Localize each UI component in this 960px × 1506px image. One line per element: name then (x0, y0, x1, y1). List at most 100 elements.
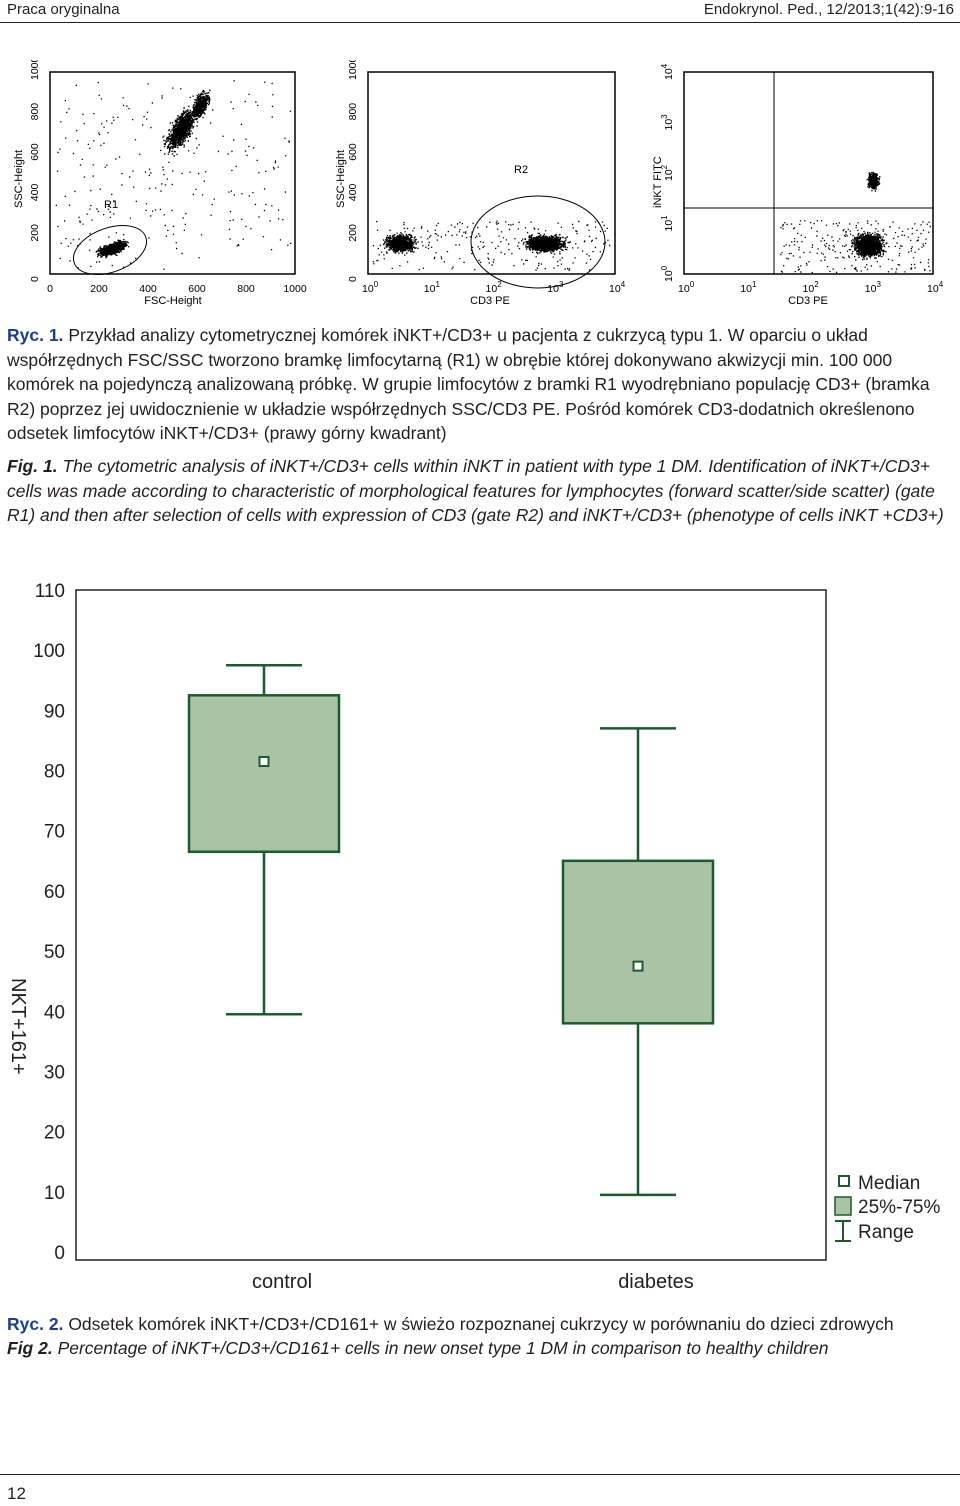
y-axis-ticks: 0 10 20 30 40 50 60 70 80 90 100 110 (33, 581, 65, 1264)
caption-2-label-pl: Ryc. 2. (7, 1314, 64, 1334)
panel2-x-label: CD3 PE (470, 295, 510, 307)
y-tick-label: 40 (44, 1002, 65, 1023)
cyto-tick-label: 600 (347, 143, 359, 161)
iqr-box-diabetes (561, 859, 715, 1025)
y-tick-label: 0 (54, 1243, 65, 1264)
cyto-tick-label: 200 (90, 283, 108, 295)
cyto-log-tick-label: 104 (660, 63, 675, 80)
median-marker-diabetes (632, 960, 644, 972)
box-diabetes (561, 727, 715, 1197)
figure-1-caption-pl: Ryc. 1. Przykład analizy cytometrycznej … (7, 323, 955, 446)
legend-median-label: Median (858, 1173, 920, 1194)
cyto-tick-label: 0 (347, 276, 359, 282)
y-tick-label: 30 (44, 1062, 65, 1083)
y-tick-label: 90 (44, 701, 65, 722)
panel3-dot-cloud (780, 171, 931, 274)
cytometry-panel-cd3-inkt: iNKT FITC CD3 PE 100 101 102 103 104 100 101 1… (652, 63, 944, 307)
cyto-log-tick-label: 100 (678, 280, 695, 295)
gate-r1-label: R1 (104, 199, 118, 211)
y-tick-label: 70 (44, 822, 65, 843)
y-tick-label: 110 (35, 581, 65, 602)
gate-r1-ellipse (73, 225, 147, 275)
y-tick-label: 80 (44, 762, 65, 783)
cyto-log-tick-label: 101 (740, 280, 757, 295)
cyto-tick-label: 200 (347, 224, 359, 242)
y-tick-label: 10 (44, 1183, 65, 1204)
panel1-x-label: FSC-Height (144, 295, 201, 307)
cyto-log-tick-label: 103 (660, 114, 675, 131)
cyto-tick-label: 1000 (29, 60, 41, 80)
y-tick-label: 50 (44, 942, 65, 963)
caption-1-label-pl: Ryc. 1. (7, 325, 64, 345)
cyto-tick-label: 400 (139, 283, 157, 295)
y-tick-label: 100 (33, 641, 65, 662)
x-tick-label-diabetes: diabetes (618, 1271, 694, 1293)
panel2-frame (367, 71, 616, 275)
legend-range-icon (835, 1220, 851, 1242)
cytometry-panel-ssc-cd3: R2 SSC-Height CD3 PE 0 200 400 600 800 1000 1… (335, 56, 626, 307)
cyto-tick-label: 600 (29, 143, 41, 161)
figure-2-caption-en: Fig 2. Percentage of iNKT+/CD3+/CD161+ c… (7, 1336, 955, 1361)
cyto-log-tick-label: 103 (547, 280, 564, 295)
x-axis-ticks: control diabetes (252, 1271, 694, 1293)
panel1-frame (49, 71, 296, 275)
journal-citation: Endokrynol. Ped., 12/2013;1(42):9-16 (703, 1, 954, 18)
cytometry-panel-fsc-ssc: R1 SSC-Height FSC-Height 0 200 400 600 800 10… (13, 56, 307, 307)
cyto-tick-label: 800 (237, 283, 255, 295)
caption-2-text-en: Percentage of iNKT+/CD3+/CD161+ cells in… (57, 1338, 829, 1358)
y-tick-label: 20 (44, 1123, 65, 1144)
panel3-frame (683, 71, 934, 275)
legend-range-label: Range (858, 1222, 914, 1243)
box-control (187, 663, 341, 1016)
cyto-tick-label: 200 (29, 224, 41, 242)
journal-section-label: Praca oryginalna (7, 1, 120, 18)
cyto-tick-label: 600 (188, 283, 206, 295)
cyto-log-tick-label: 100 (660, 265, 675, 282)
caption-1-label-en: Fig. 1. (7, 456, 58, 476)
cyto-log-tick-label: 101 (660, 215, 675, 232)
y-tick-label: 60 (44, 882, 65, 903)
cyto-log-tick-label: 103 (865, 280, 882, 295)
panel2-y-label: SSC-Height (335, 150, 347, 208)
box-series (187, 663, 715, 1197)
cyto-log-tick-label: 100 (362, 280, 379, 295)
chart-legend: Median 25%-75% Range (834, 1173, 940, 1243)
figure-2-caption-pl: Ryc. 2. Odsetek komórek iNKT+/CD3+/CD161… (7, 1312, 955, 1337)
cyto-tick-label: 400 (29, 184, 41, 202)
cyto-log-tick-label: 102 (660, 164, 675, 181)
x-tick-label-control: control (252, 1271, 312, 1293)
panel3-y-label: iNKT FITC (652, 156, 664, 208)
iqr-box-control (187, 694, 341, 854)
panel3-x-label: CD3 PE (788, 295, 828, 307)
page-number: 12 (7, 1484, 26, 1503)
cyto-log-tick-label: 104 (609, 280, 626, 295)
gate-r2-label: R2 (514, 164, 528, 176)
legend-median-icon (838, 1175, 850, 1187)
cyto-tick-label: 0 (47, 283, 53, 295)
cyto-log-tick-label: 102 (486, 280, 503, 295)
caption-1-text-en: The cytometric analysis of iNKT+/CD3+ ce… (7, 456, 944, 525)
figure-1-caption-en: Fig. 1. The cytometric analysis of iNKT+… (7, 454, 955, 528)
cyto-log-tick-label: 102 (803, 280, 820, 295)
legend-iqr-icon (834, 1196, 852, 1216)
cyto-log-tick-label: 101 (424, 280, 441, 295)
figure-1-cytometry: R1 SSC-Height FSC-Height 0 200 400 600 800 10… (0, 56, 960, 310)
plot-frame (75, 589, 827, 1261)
cyto-tick-label: 0 (29, 276, 41, 282)
legend-iqr-label: 25%-75% (858, 1197, 940, 1218)
header-divider (0, 22, 960, 23)
caption-1-text-pl: Przykład analizy cytometrycznej komórek … (7, 325, 930, 443)
cyto-tick-label: 800 (29, 103, 41, 121)
panel2-dot-cloud (372, 220, 611, 271)
panel1-dot-cloud (55, 80, 292, 270)
footer-divider (0, 1474, 960, 1475)
gate-r2-ellipse (470, 195, 606, 289)
caption-2-label-en: Fig 2. (7, 1338, 53, 1358)
cyto-tick-label: 400 (347, 184, 359, 202)
panel1-y-label: SSC-Height (13, 150, 25, 208)
y-axis-label: NKT+161+ (7, 978, 29, 1075)
cyto-tick-label: 1000 (283, 283, 307, 295)
cyto-tick-label: 800 (347, 103, 359, 121)
caption-2-text-pl: Odsetek komórek iNKT+/CD3+/CD161+ w świe… (68, 1314, 894, 1334)
median-marker-control (258, 756, 270, 768)
